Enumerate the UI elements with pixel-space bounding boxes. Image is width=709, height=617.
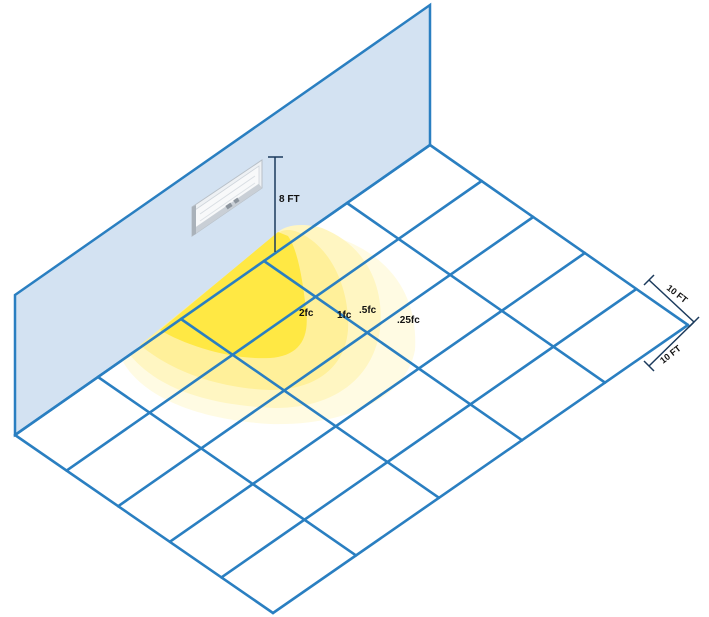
floor-grid-line-along-wall (220, 287, 638, 579)
contour-label-025fc: .25fc (397, 315, 420, 326)
floor-grid-line-along-wall (116, 215, 535, 508)
contour-label-2fc: 2fc (299, 308, 314, 319)
floor-grid-line-away-from-wall (428, 143, 690, 327)
mounting-height-label: 8 FT (279, 194, 300, 205)
grid-dimension-lower: 10 FT (643, 321, 695, 372)
contour-2fc-area (160, 232, 307, 359)
floor-grid-line-along-wall (13, 143, 432, 437)
floor-grid-line-away-from-wall (13, 433, 275, 615)
floor-grid-line-along-wall (271, 323, 690, 615)
contour-label-05fc: .5fc (359, 305, 377, 316)
floor-grid (13, 143, 690, 615)
floor-grid-line-away-from-wall (262, 259, 524, 442)
contour-label-1fc: 1fc (337, 310, 352, 321)
floor-grid-line-away-from-wall (96, 375, 358, 557)
floor-grid-line-along-wall (168, 251, 587, 544)
grid-dimension-upper-label: 10 FT (665, 283, 690, 306)
grid-dimension-lower-label: 10 FT (658, 343, 683, 366)
floor-grid-line-away-from-wall (345, 201, 607, 384)
wall-pack-light-fixture-icon (191, 159, 263, 237)
mounting-height-dimension: 8 FT (268, 156, 300, 252)
floor-grid-line-away-from-wall (179, 317, 441, 500)
floor-grid-line-along-wall (65, 179, 483, 472)
